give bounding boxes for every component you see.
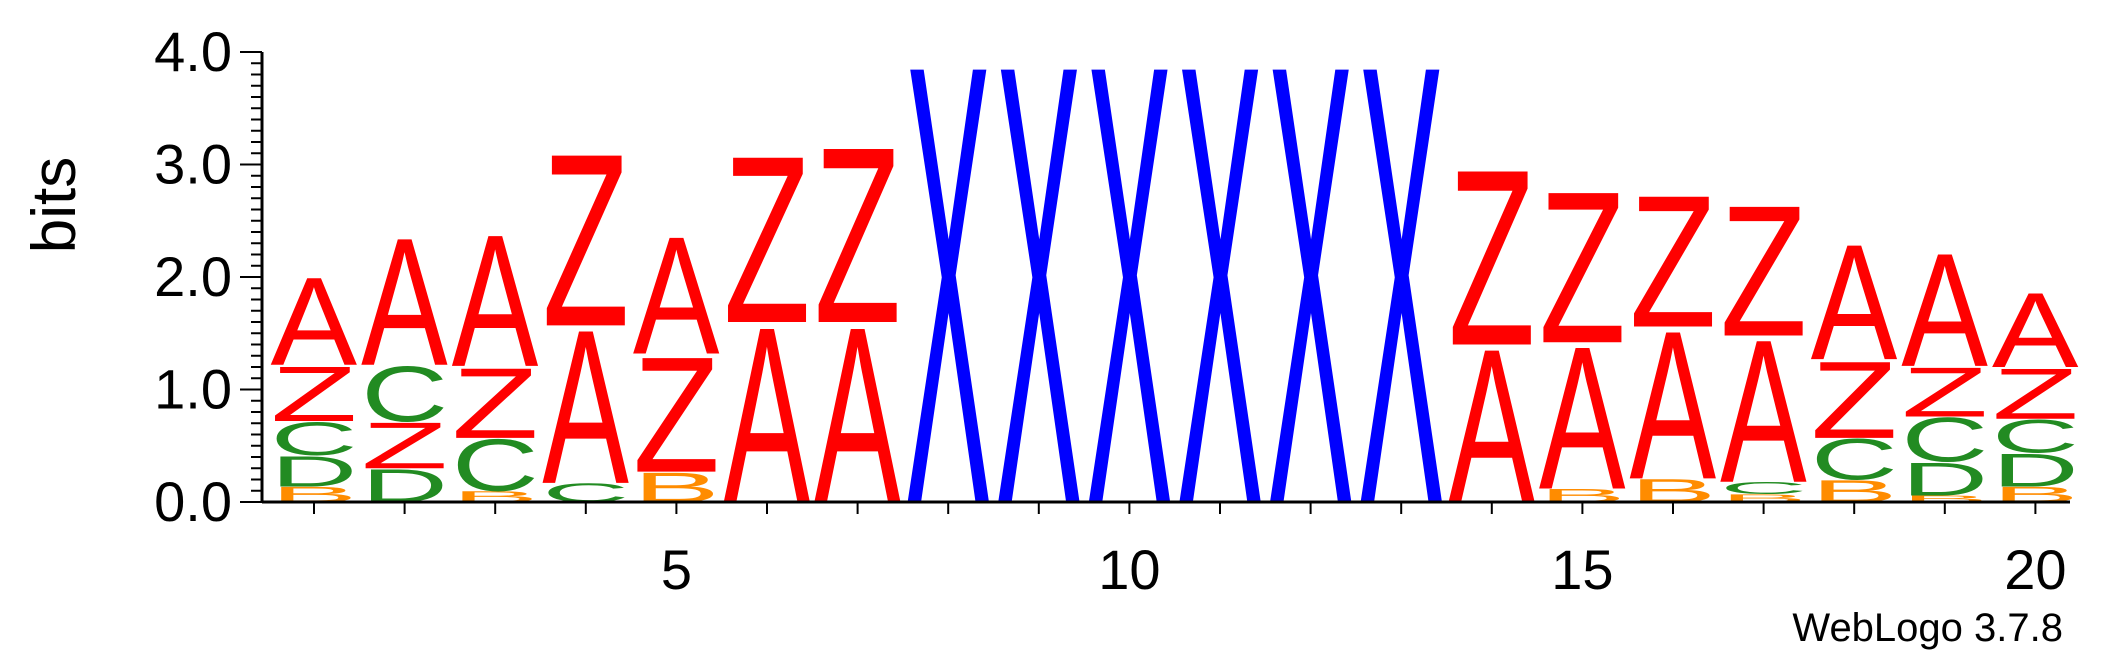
x-tick-label: 10	[1098, 538, 1160, 601]
stack-position-13: X	[1358, 0, 1445, 636]
glyph-X-pos-9: X	[995, 0, 1082, 636]
glyph-A-pos-16: A	[1630, 288, 1717, 524]
glyph-A-pos-4: A	[542, 284, 629, 530]
stack-position-11: X	[1177, 0, 1264, 636]
glyph-A-pos-5: A	[633, 201, 720, 389]
glyph-A-pos-18: A	[1811, 211, 1898, 394]
y-tick-label: 3.0	[154, 133, 232, 196]
stack-position-14: AZ	[1448, 118, 1535, 549]
glyph-Z-pos-16: Z	[1630, 157, 1717, 367]
glyph-A-pos-15: A	[1539, 305, 1626, 533]
glyph-C-pos-20: C	[1992, 410, 2079, 463]
glyph-D-pos-20: D	[1992, 444, 2079, 497]
glyph-X-pos-11: X	[1177, 0, 1264, 636]
stack-position-12: X	[1267, 0, 1354, 636]
glyph-Z-pos-4: Z	[542, 102, 629, 378]
stack-position-5: BZA	[633, 201, 720, 511]
glyph-X-pos-10: X	[1086, 0, 1173, 636]
glyph-B-pos-19: B	[1901, 493, 1988, 504]
stack-position-9: X	[995, 0, 1082, 636]
glyph-X-pos-8: X	[905, 0, 992, 636]
glyph-A-pos-1: A	[271, 252, 358, 393]
y-tick-label: 1.0	[154, 358, 232, 421]
glyph-Z-pos-7: Z	[814, 96, 901, 377]
x-tick-label: 20	[2004, 538, 2066, 601]
y-axis-label: bits	[20, 157, 89, 253]
glyph-X-pos-12: X	[1267, 0, 1354, 636]
y-tick-label: 2.0	[154, 245, 232, 308]
glyph-A-pos-3: A	[452, 196, 539, 407]
glyph-C-pos-19: C	[1901, 405, 1988, 475]
glyph-C-pos-18: C	[1811, 427, 1898, 492]
glyph-C-pos-2: C	[361, 350, 448, 438]
glyph-Z-pos-19: Z	[1901, 352, 1988, 431]
stack-position-15: BAZ	[1539, 146, 1626, 533]
glyph-Z-pos-14: Z	[1448, 118, 1535, 399]
stack-position-10: X	[1086, 0, 1173, 636]
glyph-Z-pos-18: Z	[1811, 338, 1898, 461]
weblogo-credit: WebLogo 3.7.8	[1792, 606, 2063, 650]
glyph-Z-pos-6: Z	[724, 106, 811, 373]
glyph-Z-pos-15: Z	[1539, 146, 1626, 388]
glyph-Z-pos-5: Z	[633, 322, 720, 507]
x-tick-label: 5	[661, 538, 692, 601]
glyph-Z-pos-3: Z	[452, 347, 539, 460]
y-tick-label: 4.0	[154, 20, 232, 83]
stack-position-6: AZ	[724, 106, 811, 556]
stack-position-4: CAZ	[542, 102, 629, 530]
glyph-A-pos-20: A	[1992, 271, 2079, 391]
glyph-D-pos-19: D	[1901, 453, 1988, 506]
glyph-D-pos-1: D	[271, 447, 358, 496]
glyph-Z-pos-17: Z	[1720, 168, 1807, 376]
glyph-C-pos-1: C	[271, 412, 358, 465]
glyph-A-pos-19: A	[1901, 220, 1988, 401]
stack-position-16: BAZ	[1630, 157, 1717, 524]
x-tick-label: 15	[1551, 538, 1613, 601]
glyph-X-pos-13: X	[1358, 0, 1445, 636]
glyph-Z-pos-2: Z	[361, 409, 448, 483]
stack-position-7: AZ	[814, 96, 901, 556]
glyph-C-pos-3: C	[452, 425, 539, 507]
y-tick-label: 0.0	[154, 470, 232, 533]
glyph-C-pos-17: C	[1720, 479, 1807, 498]
glyph-Z-pos-20: Z	[1992, 353, 2079, 434]
glyph-A-pos-17: A	[1720, 298, 1807, 526]
glyph-Z-pos-1: Z	[271, 351, 358, 438]
stack-position-8: X	[905, 0, 992, 636]
axes: 0.0 1.0 2.0 3.0 4.0 5 10 15 20	[154, 20, 2070, 601]
glyph-A-pos-2: A	[361, 200, 448, 404]
